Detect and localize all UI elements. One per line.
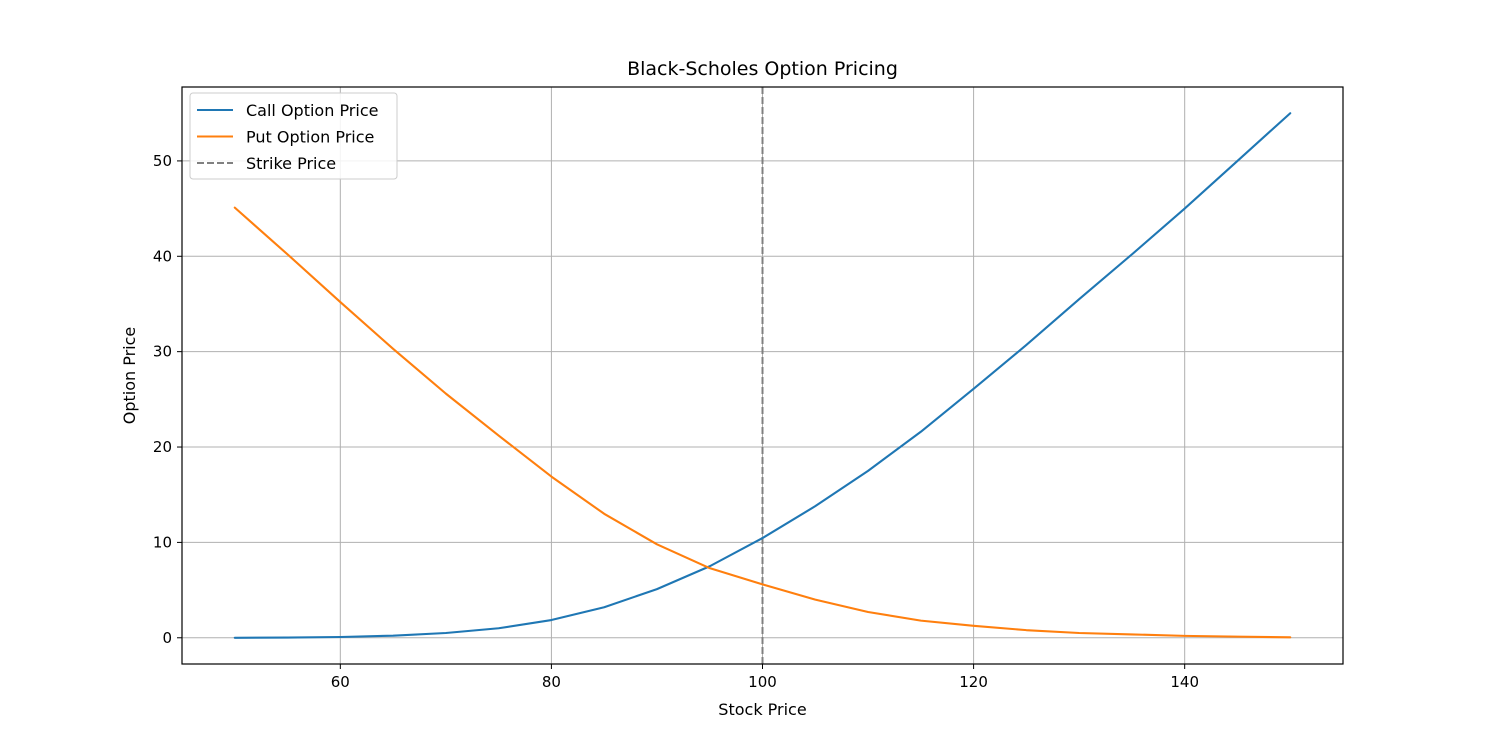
x-tick-label: 120 <box>959 673 988 691</box>
legend: Call Option Price Put Option Price Strike … <box>189 92 398 180</box>
x-axis-ticks: 60 80 100 120 140 <box>331 664 1199 691</box>
y-tick-label: 50 <box>153 152 172 170</box>
x-tick-label: 60 <box>331 673 350 691</box>
x-tick-label: 80 <box>542 673 561 691</box>
legend-label: Call Option Price <box>246 101 378 120</box>
y-tick-label: 30 <box>153 343 172 361</box>
x-tick-label: 140 <box>1170 673 1199 691</box>
y-tick-label: 40 <box>153 247 172 265</box>
put-option-line <box>233 206 1292 639</box>
y-tick-label: 20 <box>153 438 172 456</box>
y-tick-label: 0 <box>162 629 172 647</box>
y-axis-ticks: 0 10 20 30 40 50 <box>153 152 182 647</box>
chart-title: Black-Scholes Option Pricing <box>627 58 898 80</box>
y-axis-label: Option Price <box>120 327 139 425</box>
legend-label: Strike Price <box>246 154 336 173</box>
x-tick-label: 100 <box>748 673 777 691</box>
legend-label: Put Option Price <box>246 128 374 147</box>
y-tick-label: 10 <box>153 533 172 551</box>
legend-box <box>189 92 398 180</box>
series-lines <box>233 112 1292 639</box>
x-axis-label: Stock Price <box>718 700 806 719</box>
call-option-line <box>233 112 1292 639</box>
